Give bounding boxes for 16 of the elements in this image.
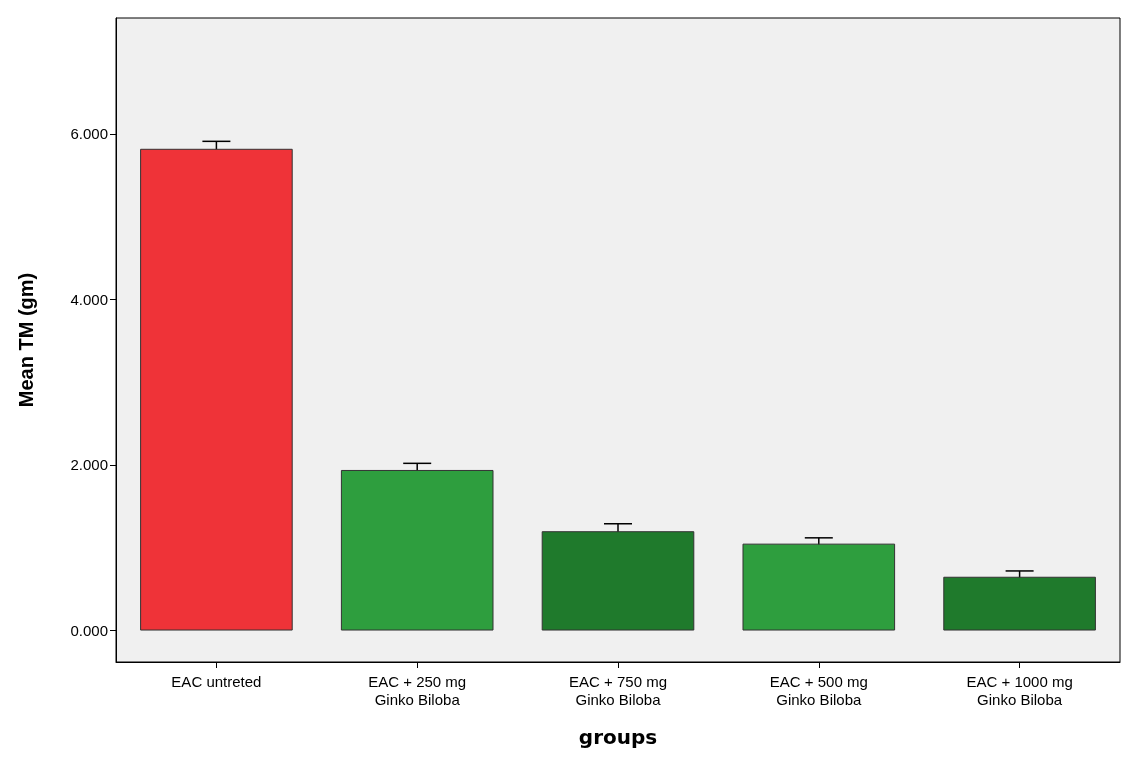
bar [340, 469, 494, 631]
y-tick-label: 4.000 [70, 290, 108, 308]
bar [943, 576, 1096, 631]
x-tick-label: EAC + 1000 mg Ginko Biloba [966, 672, 1073, 708]
x-axis-title: groups [578, 725, 658, 749]
x-tick-label: EAC + 250 mg Ginko Biloba [368, 672, 467, 708]
bar [541, 531, 695, 631]
x-tick-label: EAC + 750 mg Ginko Biloba [569, 672, 667, 708]
y-axis-title: Mean TM (gm) [15, 272, 37, 408]
x-tick-label: EAC + 500 mg Ginko Biloba [769, 672, 868, 708]
bar [140, 148, 293, 631]
y-tick-label: 0.000 [70, 622, 108, 640]
y-tick-label: 2.000 [70, 456, 108, 474]
y-tick-label: 6.000 [70, 125, 108, 143]
x-tick-label: EAC untreted [171, 672, 262, 690]
bar [742, 543, 896, 631]
